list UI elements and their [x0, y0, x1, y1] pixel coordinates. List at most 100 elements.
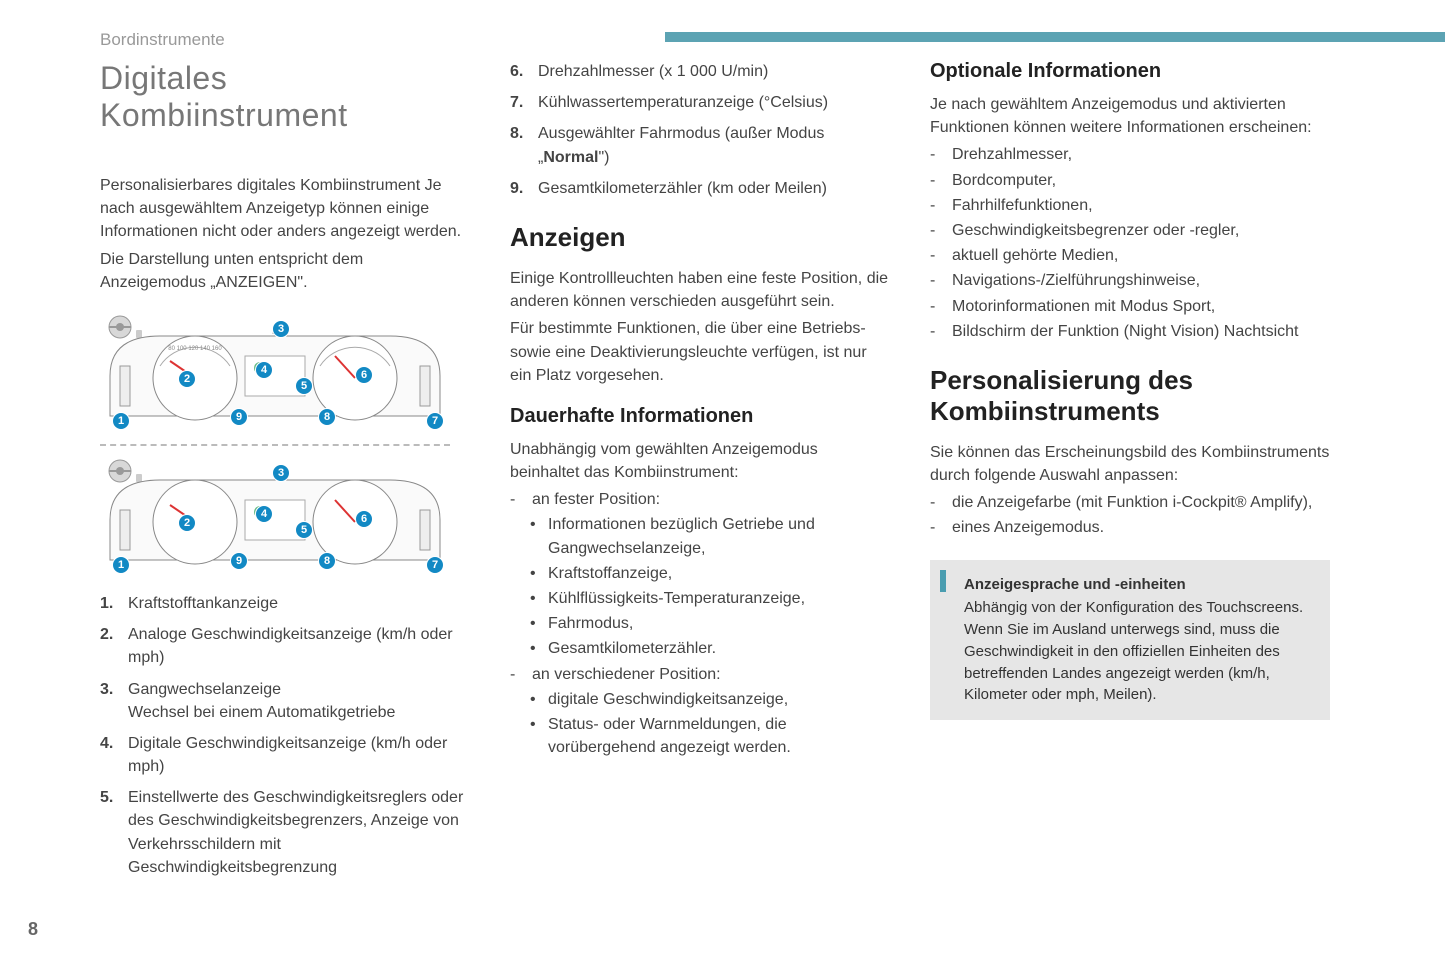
gauge-cluster-figure: P 80 100 120 140 160 1 2 3 4 5 6 7 8 9	[100, 308, 450, 582]
legend-num: 7.	[510, 91, 538, 114]
legend-num: 3.	[100, 678, 128, 724]
info-box-body1: Abhängig von der Konfiguration des Touch…	[964, 597, 1314, 619]
anzeigen-p2: Für bestimmte Funktionen, die über eine …	[510, 317, 890, 387]
dashboard-diagram-1: P 80 100 120 140 160	[100, 326, 450, 436]
callout-9: 9	[230, 408, 248, 426]
legend-num: 4.	[100, 732, 128, 778]
cluster-divider	[100, 444, 450, 446]
column-1: Digitales Kombiinstrument Personalisierb…	[100, 60, 470, 887]
callout-2: 2	[178, 370, 196, 388]
info-box: Anzeigesprache und -einheiten Abhängig v…	[930, 560, 1330, 721]
info-icon	[940, 570, 946, 592]
callout-8: 8	[318, 552, 336, 570]
bullet-mark: •	[530, 688, 548, 711]
bullet-txt: Status- oder Warnmeldungen, die vorüberg…	[548, 713, 890, 759]
pers-item: eines Anzeigemodus.	[952, 516, 1330, 539]
legend-list-1: 1.Kraftstofftankanzeige 2.Analoge Geschw…	[100, 592, 470, 879]
bullet-txt: Fahrmodus,	[548, 612, 890, 635]
callout-6: 6	[355, 366, 373, 384]
info-box-title: Anzeigesprache und -einheiten	[964, 574, 1314, 596]
cluster-row-2: 1 2 3 4 5 6 7 8 9	[100, 452, 450, 582]
bullet-mark: •	[530, 513, 548, 559]
bullet-mark: •	[530, 637, 548, 660]
column-2: 6.Drehzahlmesser (x 1 000 U/min) 7.Kühlw…	[510, 60, 890, 887]
bullet-txt: Gesamtkilometerzähler.	[548, 637, 890, 660]
h2-pers: Personalisierung des Kombiinstruments	[930, 365, 1330, 427]
callout-8: 8	[318, 408, 336, 426]
callout-3: 3	[272, 464, 290, 482]
bullet-txt: digitale Geschwindigkeitsanzeige,	[548, 688, 890, 711]
intro-p2: Die Darstellung unten entspricht dem Anz…	[100, 248, 470, 294]
dashboard-diagram-2	[100, 470, 450, 580]
info-box-body2: Wenn Sie im Ausland unterwegs sind, muss…	[964, 619, 1314, 706]
callout-1: 1	[112, 412, 130, 430]
bullet-mark: •	[530, 562, 548, 585]
dash-mark: -	[510, 663, 532, 686]
legend-num: 9.	[510, 177, 538, 200]
legend-txt: Drehzahlmesser (x 1 000 U/min)	[538, 60, 890, 83]
cluster-row-1: P 80 100 120 140 160 1 2 3 4 5 6 7 8 9	[100, 308, 450, 438]
opt-item: Bordcomputer,	[952, 169, 1330, 192]
pers-list: -die Anzeigefarbe (mit Funktion i-Cockpi…	[930, 491, 1330, 539]
callout-6: 6	[355, 510, 373, 528]
page-title: Digitales Kombiinstrument	[100, 60, 470, 134]
callout-5: 5	[295, 521, 313, 539]
legend-txt: Kraftstofftankanzeige	[128, 592, 470, 615]
opt-item: Bildschirm der Funktion (Night Vision) N…	[952, 320, 1330, 343]
callout-7: 7	[426, 556, 444, 574]
legend-txt: Gesamtkilometerzähler (km oder Meilen)	[538, 177, 890, 200]
legend-txt: Gangwechselanzeige Wechsel bei einem Aut…	[128, 678, 470, 724]
bullet-txt: Kraftstoffanzeige,	[548, 562, 890, 585]
legend-txt: Digitale Geschwindigkeitsanzeige (km/h o…	[128, 732, 470, 778]
dauer-group-1: -an fester Position: •Informationen bezü…	[510, 488, 890, 759]
opt-item: Drehzahlmesser,	[952, 143, 1330, 166]
page: Bordinstrumente Digitales Kombiinstrumen…	[0, 0, 1445, 964]
h3-opt: Optionale Informationen	[930, 60, 1330, 83]
dash-mark: -	[510, 488, 532, 511]
opt-item: Motorinformationen mit Modus Sport,	[952, 295, 1330, 318]
accent-bar	[665, 32, 1445, 42]
svg-text:80 100 120 140 160: 80 100 120 140 160	[168, 346, 222, 352]
legend-txt: Analoge Geschwindigkeitsanzeige (km/h od…	[128, 623, 470, 669]
intro-p1: Personalisierbares digitales Kombiinstru…	[100, 174, 470, 244]
legend-num: 5.	[100, 786, 128, 879]
dash-txt: an verschiedener Position:	[532, 663, 890, 686]
opt-item: aktuell gehörte Medien,	[952, 244, 1330, 267]
callout-4: 4	[255, 361, 273, 379]
legend-num: 1.	[100, 592, 128, 615]
h3-dauer: Dauerhafte Informationen	[510, 405, 890, 428]
bullet-mark: •	[530, 713, 548, 759]
dauer-p: Unabhängig vom gewählten Anzeigemodus be…	[510, 438, 890, 484]
opt-item: Geschwindigkeitsbegrenzer oder -regler,	[952, 219, 1330, 242]
opt-item: Fahrhilfefunktionen,	[952, 194, 1330, 217]
page-number: 8	[28, 919, 38, 940]
legend-txt: Kühlwassertemperaturanzeige (°Celsius)	[538, 91, 890, 114]
h2-anzeigen: Anzeigen	[510, 222, 890, 253]
opt-list: -Drehzahlmesser, -Bordcomputer, -Fahrhil…	[930, 143, 1330, 343]
legend-num: 6.	[510, 60, 538, 83]
callout-3: 3	[272, 320, 290, 338]
callout-2: 2	[178, 514, 196, 532]
callout-9: 9	[230, 552, 248, 570]
legend-num: 2.	[100, 623, 128, 669]
bullet-txt: Kühlflüssigkeits-Temperaturanzeige,	[548, 587, 890, 610]
opt-p: Je nach gewähltem Anzeigemodus und aktiv…	[930, 93, 1330, 139]
callout-5: 5	[295, 377, 313, 395]
legend-txt: Ausgewählter Fahrmodus (außer Modus „Nor…	[538, 122, 890, 168]
callout-4: 4	[255, 505, 273, 523]
dash-txt: an fester Position:	[532, 488, 890, 511]
legend-list-2: 6.Drehzahlmesser (x 1 000 U/min) 7.Kühlw…	[510, 60, 890, 200]
legend-num: 8.	[510, 122, 538, 168]
bullet-mark: •	[530, 587, 548, 610]
callout-1: 1	[112, 556, 130, 574]
column-3: Optionale Informationen Je nach gewählte…	[930, 60, 1330, 887]
legend-txt: Einstellwerte des Geschwindigkeitsregler…	[128, 786, 470, 879]
anzeigen-p1: Einige Kontrollleuchten haben eine feste…	[510, 267, 890, 313]
pers-item: die Anzeigefarbe (mit Funktion i-Cockpit…	[952, 491, 1330, 514]
pers-p: Sie können das Erscheinungsbild des Komb…	[930, 441, 1330, 487]
opt-item: Navigations-/Zielführungshinweise,	[952, 269, 1330, 292]
bullet-txt: Informationen bezüglich Getriebe und Gan…	[548, 513, 890, 559]
bullet-mark: •	[530, 612, 548, 635]
callout-7: 7	[426, 412, 444, 430]
columns: Digitales Kombiinstrument Personalisierb…	[100, 60, 1385, 887]
